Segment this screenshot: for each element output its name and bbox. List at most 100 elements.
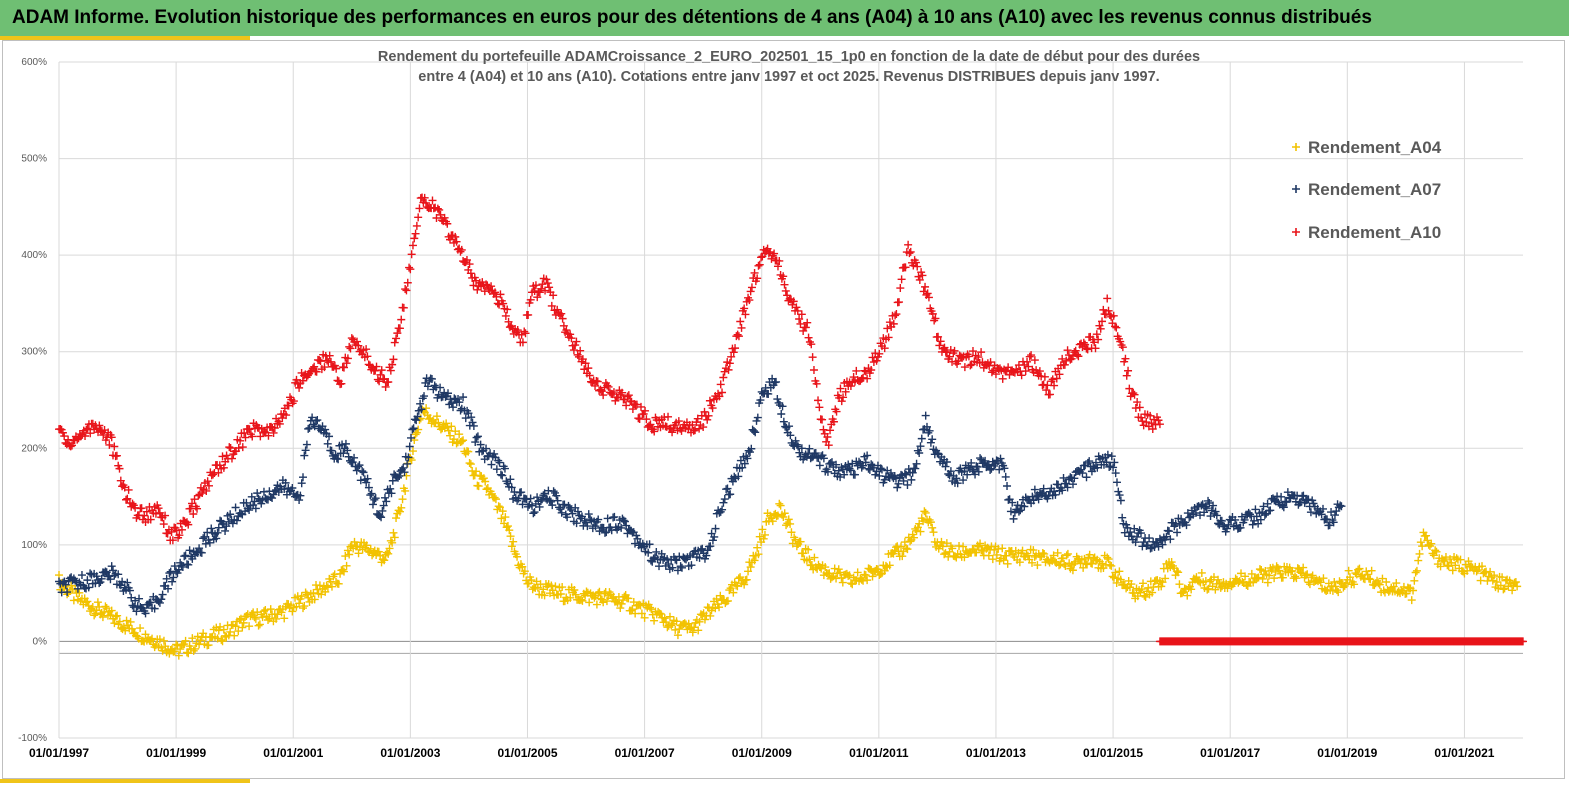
point-rendement-a07 bbox=[482, 444, 491, 453]
point-rendement-a04 bbox=[1339, 583, 1348, 592]
point-rendement-a04 bbox=[695, 617, 704, 626]
point-rendement-a07 bbox=[1212, 511, 1221, 520]
point-rendement-a07 bbox=[921, 411, 930, 420]
point-rendement-a10 bbox=[792, 303, 801, 312]
point-rendement-a04 bbox=[1278, 573, 1287, 582]
point-rendement-a04 bbox=[503, 522, 512, 531]
point-rendement-a10 bbox=[163, 529, 172, 538]
point-rendement-a10 bbox=[727, 352, 736, 361]
point-rendement-a04 bbox=[491, 495, 500, 504]
point-rendement-a10 bbox=[852, 366, 861, 375]
y-tick-label: -100% bbox=[18, 733, 47, 744]
point-rendement-a07 bbox=[1009, 514, 1018, 523]
point-rendement-a10 bbox=[642, 415, 651, 424]
point-rendement-a07 bbox=[1109, 463, 1118, 472]
point-rendement-a10 bbox=[567, 334, 576, 343]
point-rendement-a07 bbox=[1077, 465, 1086, 474]
point-rendement-a04 bbox=[885, 561, 894, 570]
point-rendement-a04 bbox=[1254, 573, 1263, 582]
point-rendement-a07 bbox=[723, 484, 732, 493]
point-rendement-a10 bbox=[650, 427, 659, 436]
point-rendement-a07 bbox=[533, 493, 542, 502]
point-rendement-a04 bbox=[760, 530, 769, 539]
point-rendement-a10 bbox=[754, 261, 763, 270]
point-rendement-a04 bbox=[1344, 566, 1353, 575]
point-rendement-a10 bbox=[915, 275, 924, 284]
point-rendement-a04 bbox=[1431, 546, 1440, 555]
point-rendement-a07 bbox=[371, 494, 380, 503]
point-rendement-a04 bbox=[432, 412, 441, 421]
point-rendement-a10 bbox=[482, 280, 491, 289]
point-rendement-a10 bbox=[402, 286, 411, 295]
point-rendement-a10 bbox=[218, 452, 227, 461]
point-rendement-a04 bbox=[868, 572, 877, 581]
point-rendement-a07 bbox=[990, 461, 999, 470]
point-rendement-a04 bbox=[217, 635, 226, 644]
point-rendement-a04 bbox=[640, 613, 649, 622]
point-rendement-a07 bbox=[232, 516, 241, 525]
point-rendement-a07 bbox=[986, 465, 995, 474]
point-rendement-a07 bbox=[313, 416, 322, 425]
point-rendement-a07 bbox=[1240, 515, 1249, 524]
point-rendement-a07 bbox=[908, 468, 917, 477]
point-rendement-a07 bbox=[1034, 495, 1043, 504]
point-rendement-a10 bbox=[1073, 350, 1082, 359]
point-rendement-a07 bbox=[221, 526, 230, 535]
point-rendement-a07 bbox=[567, 505, 576, 514]
point-rendement-a07 bbox=[495, 458, 504, 467]
point-rendement-a04 bbox=[1053, 548, 1062, 557]
point-rendement-a07 bbox=[756, 396, 765, 405]
point-rendement-a04 bbox=[540, 591, 549, 600]
point-rendement-a10 bbox=[168, 536, 177, 545]
point-rendement-a04 bbox=[865, 564, 874, 573]
point-rendement-a10 bbox=[789, 297, 798, 306]
point-rendement-a04 bbox=[999, 556, 1008, 565]
point-rendement-a04 bbox=[1055, 561, 1064, 570]
point-rendement-a07 bbox=[348, 458, 357, 467]
point-rendement-a04 bbox=[334, 579, 343, 588]
point-rendement-a07 bbox=[911, 464, 920, 473]
point-rendement-a07 bbox=[400, 468, 409, 477]
point-rendement-a07 bbox=[332, 454, 341, 463]
point-rendement-a04 bbox=[977, 546, 986, 555]
point-rendement-a04 bbox=[146, 636, 155, 645]
point-rendement-a04 bbox=[1472, 567, 1481, 576]
point-rendement-a04 bbox=[667, 621, 676, 630]
point-rendement-a04 bbox=[1301, 571, 1310, 580]
point-rendement-a07 bbox=[1217, 516, 1226, 525]
point-rendement-a07 bbox=[367, 489, 376, 498]
chart-title-line-1: Rendement du portefeuille ADAMCroissance… bbox=[378, 49, 1200, 65]
point-rendement-a10 bbox=[779, 272, 788, 281]
point-rendement-a04 bbox=[218, 637, 227, 646]
point-rendement-a10 bbox=[571, 341, 580, 350]
point-rendement-a04 bbox=[599, 598, 608, 607]
point-rendement-a07 bbox=[281, 478, 290, 487]
point-rendement-a04 bbox=[422, 404, 431, 413]
point-rendement-a10 bbox=[260, 427, 269, 436]
point-rendement-a04 bbox=[929, 528, 938, 537]
point-rendement-a10 bbox=[1148, 425, 1157, 434]
point-rendement-a04 bbox=[126, 617, 135, 626]
point-rendement-a10 bbox=[747, 283, 756, 292]
point-rendement-a07 bbox=[530, 508, 539, 517]
point-rendement-a10 bbox=[337, 379, 346, 388]
point-rendement-a04 bbox=[1062, 551, 1071, 560]
point-rendement-a04 bbox=[172, 640, 181, 649]
point-rendement-a10 bbox=[123, 494, 132, 503]
point-rendement-a04 bbox=[322, 581, 331, 590]
point-rendement-a07 bbox=[407, 433, 416, 442]
point-rendement-a07 bbox=[1274, 498, 1283, 507]
point-rendement-a10 bbox=[215, 461, 224, 470]
point-rendement-a04 bbox=[1211, 585, 1220, 594]
point-rendement-a04 bbox=[723, 596, 732, 605]
point-rendement-a04 bbox=[1331, 582, 1340, 591]
y-tick-label: 100% bbox=[21, 540, 47, 551]
point-rendement-a04 bbox=[170, 647, 179, 656]
point-rendement-a07 bbox=[301, 446, 310, 455]
point-rendement-a10 bbox=[921, 282, 930, 291]
point-rendement-a10 bbox=[891, 311, 900, 320]
point-rendement-a04 bbox=[861, 571, 870, 580]
point-rendement-a07 bbox=[777, 410, 786, 419]
point-rendement-a10 bbox=[82, 425, 91, 434]
point-rendement-a10 bbox=[885, 318, 894, 327]
